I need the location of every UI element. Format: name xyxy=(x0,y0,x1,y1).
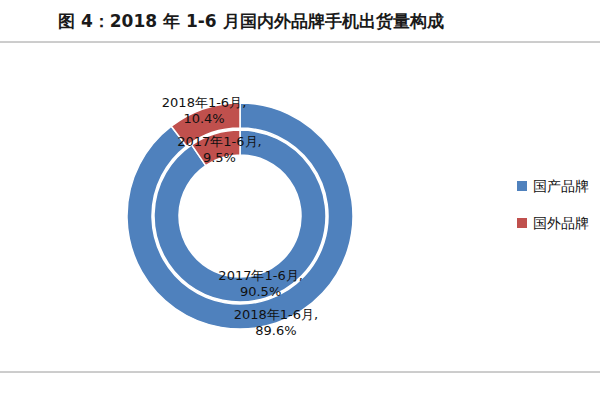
data-label-line: 9.5% xyxy=(203,150,236,165)
data-label-line: 2018年1-6月, xyxy=(234,307,318,322)
data-label-line: 89.6% xyxy=(255,323,296,338)
legend-swatch xyxy=(517,181,527,191)
donut-slice xyxy=(127,103,353,329)
data-label-line: 10.4% xyxy=(183,111,224,126)
legend-label: 国产品牌 xyxy=(533,178,589,194)
data-label-line: 2017年1-6月, xyxy=(177,134,261,149)
legend-swatch xyxy=(517,218,527,228)
donut-slice xyxy=(154,130,326,302)
legend-item: 国产品牌 xyxy=(517,178,589,194)
donut xyxy=(127,103,353,329)
data-label-line: 90.5% xyxy=(240,284,281,299)
legend-item: 国外品牌 xyxy=(517,215,589,231)
header-rule xyxy=(0,42,600,43)
title: 图 4：2018 年 1-6 月国内外品牌手机出货量构成 xyxy=(58,11,444,31)
data-label: 2018年1-6月,10.4% xyxy=(162,95,246,126)
data-label-line: 2017年1-6月, xyxy=(218,268,302,283)
footer-rule xyxy=(0,372,600,373)
data-labels: 2018年1-6月,89.6%2018年1-6月,10.4%2017年1-6月,… xyxy=(162,95,318,338)
legend: 国产品牌国外品牌 xyxy=(517,178,589,231)
data-label-line: 2018年1-6月, xyxy=(162,95,246,110)
data-label: 2017年1-6月,90.5% xyxy=(218,268,302,299)
data-label: 2017年1-6月,9.5% xyxy=(177,134,261,165)
legend-label: 国外品牌 xyxy=(533,215,589,231)
chart: 图 4：2018 年 1-6 月国内外品牌手机出货量构成2018年1-6月,89… xyxy=(0,0,600,400)
data-label: 2018年1-6月,89.6% xyxy=(234,307,318,338)
